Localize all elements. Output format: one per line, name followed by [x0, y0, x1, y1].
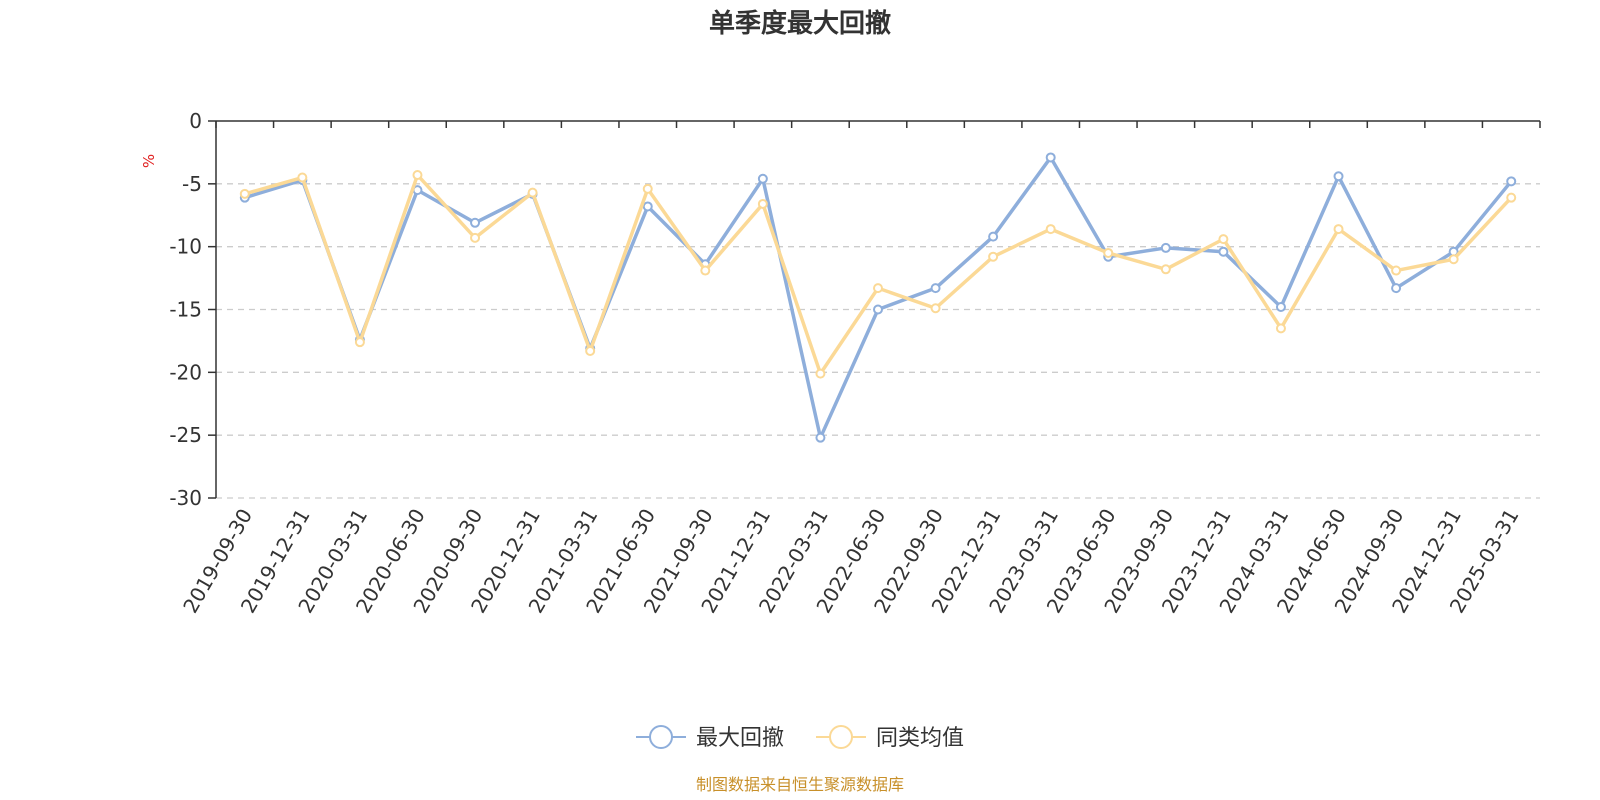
data-point: [1448, 254, 1459, 265]
legend-item-1[interactable]: 最大回撤: [636, 725, 784, 751]
y-tick-label: -20: [169, 360, 202, 384]
data-point: [1045, 152, 1056, 163]
data-point: [354, 337, 365, 348]
data-point: [1391, 283, 1402, 294]
data-point: [1333, 224, 1344, 235]
data-point: [1160, 264, 1171, 275]
data-point: [1506, 192, 1517, 203]
series-layer: [239, 152, 1517, 443]
data-point: [988, 231, 999, 242]
y-tick-label: -15: [169, 298, 202, 322]
legend[interactable]: 最大回撤 同类均值: [636, 725, 964, 751]
legend-marker: [649, 725, 673, 749]
data-point: [585, 345, 596, 356]
data-point: [642, 201, 653, 212]
data-point: [1160, 242, 1171, 253]
data-point: [642, 183, 653, 194]
y-tick-label: -10: [169, 235, 202, 259]
data-point: [297, 172, 308, 183]
data-point: [1506, 176, 1517, 187]
y-axis-unit: %: [140, 154, 158, 168]
x-axis-ticks: 2019-09-302019-12-312020-03-312020-06-30…: [178, 505, 1523, 618]
data-point: [1275, 301, 1286, 312]
data-point: [815, 432, 826, 443]
data-point: [470, 232, 481, 243]
legend-label: 最大回撤: [696, 726, 784, 751]
data-point: [412, 170, 423, 181]
legend-item-2[interactable]: 同类均值: [816, 725, 964, 751]
y-tick-label: -30: [169, 486, 202, 510]
data-point: [1045, 224, 1056, 235]
data-point: [1218, 246, 1229, 257]
data-point: [757, 198, 768, 209]
legend-label: 同类均值: [876, 726, 964, 751]
data-point: [1218, 234, 1229, 245]
data-point: [815, 368, 826, 379]
data-point: [988, 251, 999, 262]
y-axis-ticks: 0 -5 -10 -15 -20 -25 -30: [169, 109, 202, 510]
y-tick-label: -5: [182, 172, 202, 196]
data-source-note: 制图数据来自恒生聚源数据库: [696, 775, 904, 794]
series-line-2: [244, 173, 1513, 376]
data-point: [873, 304, 883, 315]
data-point: [1333, 171, 1344, 182]
series-line-1: [244, 155, 1513, 440]
data-point: [1391, 265, 1402, 276]
data-point: [930, 283, 941, 294]
data-point: [1103, 247, 1114, 258]
data-point: [239, 188, 250, 199]
data-point: [470, 217, 481, 228]
legend-marker: [829, 725, 853, 749]
data-point: [757, 173, 768, 184]
chart-title: 单季度最大回撤: [709, 8, 891, 39]
data-point: [930, 303, 941, 314]
axes: [208, 120, 1541, 499]
data-point: [700, 265, 711, 276]
y-tick-label: 0: [189, 109, 202, 133]
data-point: [1275, 323, 1286, 334]
data-point: [873, 283, 883, 294]
y-tick-label: -25: [169, 423, 202, 447]
data-point: [527, 187, 538, 198]
